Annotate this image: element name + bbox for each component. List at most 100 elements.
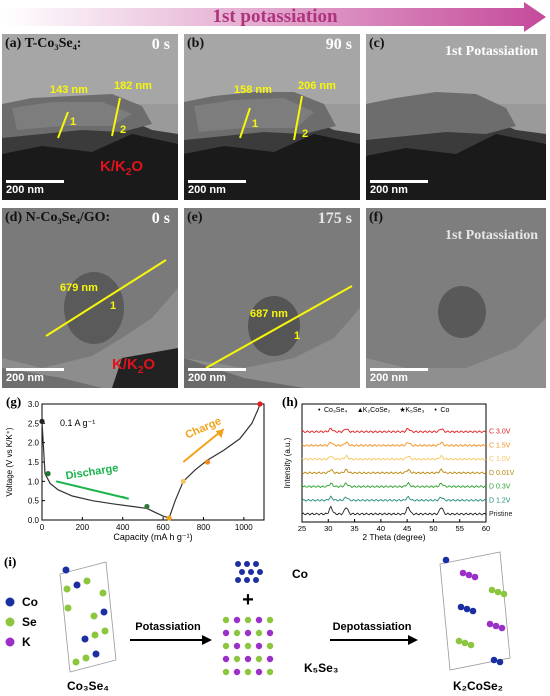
chart-h-svg: (h) 25 30 35 40 45 50 55 60 2 Theta (degree) Inten… [282,394,515,542]
data-point-g-3 [166,515,172,521]
legend-dot-co [5,597,15,607]
x-tick-label-g: 600 [156,523,170,532]
k5se3-atom [222,668,230,676]
time-label-d: 0 s [151,210,170,227]
x-tick-label-h: 25 [298,524,306,533]
y-tick-label-g: 1.5 [28,458,40,467]
discharge-label: Discharge [65,462,119,482]
k5se3-atom [244,616,252,624]
rate-label-g: 0.1 A g⁻¹ [60,418,95,428]
y-tick-label-g: 2.5 [28,419,40,428]
panel-label-i: (i) [4,554,16,569]
marker-b-2: 2 [302,128,309,140]
k5se3-atom [222,642,230,650]
electrode-label-a: K/K2O [100,158,144,178]
k2cose2-atom [467,641,475,649]
time-label-b: 90 s [325,36,352,53]
panel-label-f: (f) [369,210,383,225]
k2cose2-atom [442,556,450,564]
marker-a-2: 2 [120,124,127,136]
tem-image-f [366,208,546,388]
co3se4-atom [72,658,80,666]
tem-panel-e: (e) 175 s 687 nm 1 200 nm [184,208,360,388]
co3se4-atom [63,585,71,593]
legend-label-h-3: Co [440,407,449,414]
k2cose2-atom [486,620,494,628]
scale-bar-b: 200 nm [188,180,246,196]
k2cose2-atom [455,637,463,645]
xrd-trace-6 [301,505,487,516]
tem-panel-d: (d) N-Co₃Se₄/GO: 0 s 679 nm 1 K/K2O 200 … [2,208,178,388]
k2cose2-cell [439,551,511,671]
co3se4-atom [62,566,70,574]
xrd-trace-4 [301,481,487,489]
x-tick-label-g: 800 [197,523,211,532]
series-label-h-5: D 1.2V [489,497,511,504]
chart-g: (g) 0 200 400 600 800 1000 0.0 0.5 1.0 1.5 2.0 2.5 3.… [2,392,272,544]
reactant-label: Co₃Se₄ [67,679,109,693]
scale-bar-f: 200 nm [370,368,428,384]
y-tick-label-g: 0.5 [28,497,40,506]
measure-b-1: 158 nm [234,84,272,96]
k2cose2-atom [469,607,477,615]
co3se4-atom [90,612,98,620]
xrd-trace-5 [301,495,487,502]
x-tick-label-g: 200 [76,523,90,532]
co-atom [235,561,241,567]
k5se3-atom [222,655,230,663]
co-atom [253,561,259,567]
chart-g-svg: (g) 0 200 400 600 800 1000 0.0 0.5 1.0 1.5 2.0 2.5 3.… [5,394,265,542]
k5se3-atom [255,616,263,624]
x-tick-label-h: 45 [403,524,411,533]
measure-lines-b [239,95,303,141]
k5se3-atom [266,655,274,663]
measure-lines-d [45,259,167,337]
panel-label-e: (e) [187,210,203,225]
legend-label-co: Co [22,595,38,609]
x-tick-label-h: 30 [324,524,332,533]
legend-label-h-2: K₅Se₃ [405,407,424,414]
legend-symbol-h-1: ▲ [357,407,364,414]
data-point-g-0 [39,418,45,424]
time-label-e: 175 s [317,210,352,227]
tem-panel-c: (c) 1st Potassiation 200 nm [366,34,546,200]
time-label-a: 0 s [151,36,170,53]
data-point-g-6 [257,401,263,407]
charge-arrowhead [215,429,224,439]
depotassiation-arrowhead [408,635,418,645]
co3se4-atom [99,589,107,597]
co-atom [244,561,250,567]
series-label-h-4: D 0.3V [489,484,511,491]
legend-label-h-1: K₂CoSe₂ [363,407,391,414]
xrd-trace-3 [301,468,487,475]
charge-label: Charge [184,415,224,441]
data-point-g-2 [144,503,150,510]
k5se3-atom [222,616,230,624]
k2cose2-atom [490,656,498,664]
x-axis-label-h: 2 Theta (degree) [362,532,425,542]
tem-image-b [184,34,360,200]
k2cose2-atom [471,573,479,581]
discharge-arrow [55,480,130,500]
scale-bar-d: 200 nm [6,368,64,384]
legend-symbol-h-0: • [318,407,321,414]
xrd-trace-0 [301,427,487,434]
y-axis-label-h: Intensity (a.u.) [283,437,292,488]
series-label-h-0: C 3.0V [489,429,511,436]
xrd-trace-1 [301,441,487,447]
k2cose2-atom [459,569,467,577]
tem-image-d [2,208,178,388]
k2cose2-atom [492,622,500,630]
legend-dot-k [5,637,15,647]
data-point-g-1 [45,471,51,477]
x-tick-label-g: 400 [116,523,130,532]
panel-label-h: (h) [282,394,298,409]
time-label-f: 1st Potassiation [445,228,538,243]
k5se3-atom [244,655,252,663]
co3se4-atom [101,627,109,635]
co3se4-atom [81,635,89,643]
charge-curve [168,403,261,519]
k5se3-atom [233,668,241,676]
scale-bar-a: 200 nm [6,180,64,196]
k5se3-atom [266,642,274,650]
